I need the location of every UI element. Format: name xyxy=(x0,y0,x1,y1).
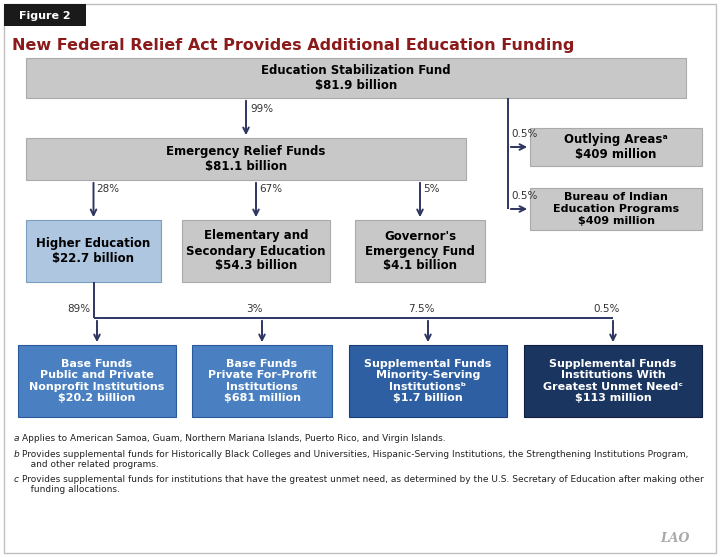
Text: a: a xyxy=(14,434,19,443)
Text: Elementary and
Secondary Education
$54.3 billion: Elementary and Secondary Education $54.3… xyxy=(186,229,325,272)
Text: Higher Education
$22.7 billion: Higher Education $22.7 billion xyxy=(37,237,150,265)
Text: Base Funds
Private For-Profit
Institutions
$681 million: Base Funds Private For-Profit Institutio… xyxy=(207,359,316,403)
Text: 99%: 99% xyxy=(250,104,273,114)
Text: 0.5%: 0.5% xyxy=(511,191,537,201)
Bar xyxy=(26,138,466,180)
Text: Governor's
Emergency Fund
$4.1 billion: Governor's Emergency Fund $4.1 billion xyxy=(365,229,475,272)
Text: 3%: 3% xyxy=(246,304,263,314)
Text: Base Funds
Public and Private
Nonprofit Institutions
$20.2 billion: Base Funds Public and Private Nonprofit … xyxy=(30,359,165,403)
Text: 67%: 67% xyxy=(259,184,282,194)
Text: Bureau of Indian
Education Programs
$409 million: Bureau of Indian Education Programs $409… xyxy=(553,192,679,226)
Bar xyxy=(4,4,86,26)
Bar xyxy=(530,128,702,166)
Text: 7.5%: 7.5% xyxy=(408,304,434,314)
Text: Supplemental Funds
Minority-Serving
Institutionsᵇ
$1.7 billion: Supplemental Funds Minority-Serving Inst… xyxy=(364,359,492,403)
Text: 28%: 28% xyxy=(96,184,120,194)
Text: 89%: 89% xyxy=(67,304,90,314)
Text: c: c xyxy=(14,475,19,484)
Text: Supplemental Funds
Institutions With
Greatest Unmet Needᶜ
$113 million: Supplemental Funds Institutions With Gre… xyxy=(543,359,683,403)
Text: Outlying Areasᵃ
$409 million: Outlying Areasᵃ $409 million xyxy=(564,133,668,161)
Bar xyxy=(182,220,330,282)
Bar xyxy=(26,220,161,282)
Text: 5%: 5% xyxy=(423,184,439,194)
Text: 0.5%: 0.5% xyxy=(593,304,619,314)
Bar xyxy=(26,58,686,98)
Bar xyxy=(530,188,702,230)
Bar xyxy=(355,220,485,282)
Text: Provides supplemental funds for Historically Black Colleges and Universities, Hi: Provides supplemental funds for Historic… xyxy=(22,450,688,470)
Text: 0.5%: 0.5% xyxy=(511,129,537,139)
Bar xyxy=(524,345,702,417)
Text: LAO: LAO xyxy=(661,532,690,545)
Bar xyxy=(349,345,507,417)
Bar xyxy=(18,345,176,417)
Text: Education Stabilization Fund
$81.9 billion: Education Stabilization Fund $81.9 billi… xyxy=(261,64,451,92)
Text: Applies to American Samoa, Guam, Northern Mariana Islands, Puerto Rico, and Virg: Applies to American Samoa, Guam, Norther… xyxy=(22,434,446,443)
Text: b: b xyxy=(14,450,19,459)
Text: Emergency Relief Funds
$81.1 billion: Emergency Relief Funds $81.1 billion xyxy=(166,145,325,173)
Text: Figure 2: Figure 2 xyxy=(19,11,71,21)
Text: Provides supplemental funds for institutions that have the greatest unmet need, : Provides supplemental funds for institut… xyxy=(22,475,703,495)
Bar xyxy=(192,345,332,417)
Text: New Federal Relief Act Provides Additional Education Funding: New Federal Relief Act Provides Addition… xyxy=(12,38,575,53)
